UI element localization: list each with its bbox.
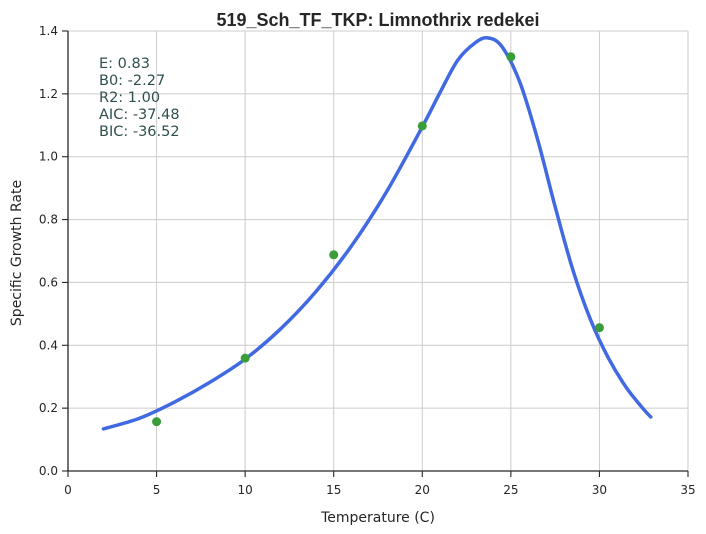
series (101, 36, 653, 431)
ticks: 0 5 10 15 20 25 30 35 0.0 0.2 0.4 0.6 0.8 1.0 1.2 1.4 (39, 24, 696, 497)
stat-e: E: 0.83 (99, 56, 150, 72)
y-tick-label-5: 1.0 (39, 150, 58, 164)
stat-r2: R2: 1.00 (99, 90, 160, 106)
y-tick-label-0: 0.0 (39, 464, 58, 478)
data-point-3 (417, 121, 427, 131)
grid (68, 30, 689, 471)
data-point-5 (594, 323, 604, 333)
x-tick-label-5: 25 (503, 483, 518, 497)
x-axis-label: Temperature (C) (320, 510, 435, 526)
x-tick-label-2: 10 (238, 483, 253, 497)
y-tick-label-1: 0.2 (39, 401, 58, 415)
x-tick-label-6: 30 (592, 483, 607, 497)
stat-bic: BIC: -36.52 (99, 124, 180, 140)
x-tick-label-1: 5 (153, 483, 161, 497)
y-tick-label-6: 1.2 (39, 87, 58, 101)
y-tick-label-7: 1.4 (39, 24, 58, 38)
data-point-1 (240, 353, 250, 363)
stat-b0: B0: -2.27 (99, 73, 165, 89)
y-tick-label-4: 0.8 (39, 213, 58, 227)
y-tick-label-3: 0.6 (39, 275, 58, 289)
x-tick-label-0: 0 (64, 483, 72, 497)
x-tick-label-3: 15 (326, 483, 341, 497)
x-tick-label-7: 35 (680, 483, 695, 497)
y-tick-label-2: 0.4 (39, 338, 58, 352)
data-point-4 (506, 52, 516, 62)
axes (67, 31, 688, 472)
data-point-0 (152, 417, 162, 427)
chart-title: 519_Sch_TF_TKP: Limnothrix redekei (216, 10, 539, 30)
y-axis-label: Specific Growth Rate (9, 180, 25, 326)
stat-aic: AIC: -37.48 (99, 107, 180, 123)
fit-curve-line (101, 36, 653, 431)
x-tick-label-4: 20 (415, 483, 430, 497)
data-point-2 (329, 250, 339, 260)
fit-statistics: E: 0.83 B0: -2.27 R2: 1.00 AIC: -37.48 B… (99, 56, 180, 140)
